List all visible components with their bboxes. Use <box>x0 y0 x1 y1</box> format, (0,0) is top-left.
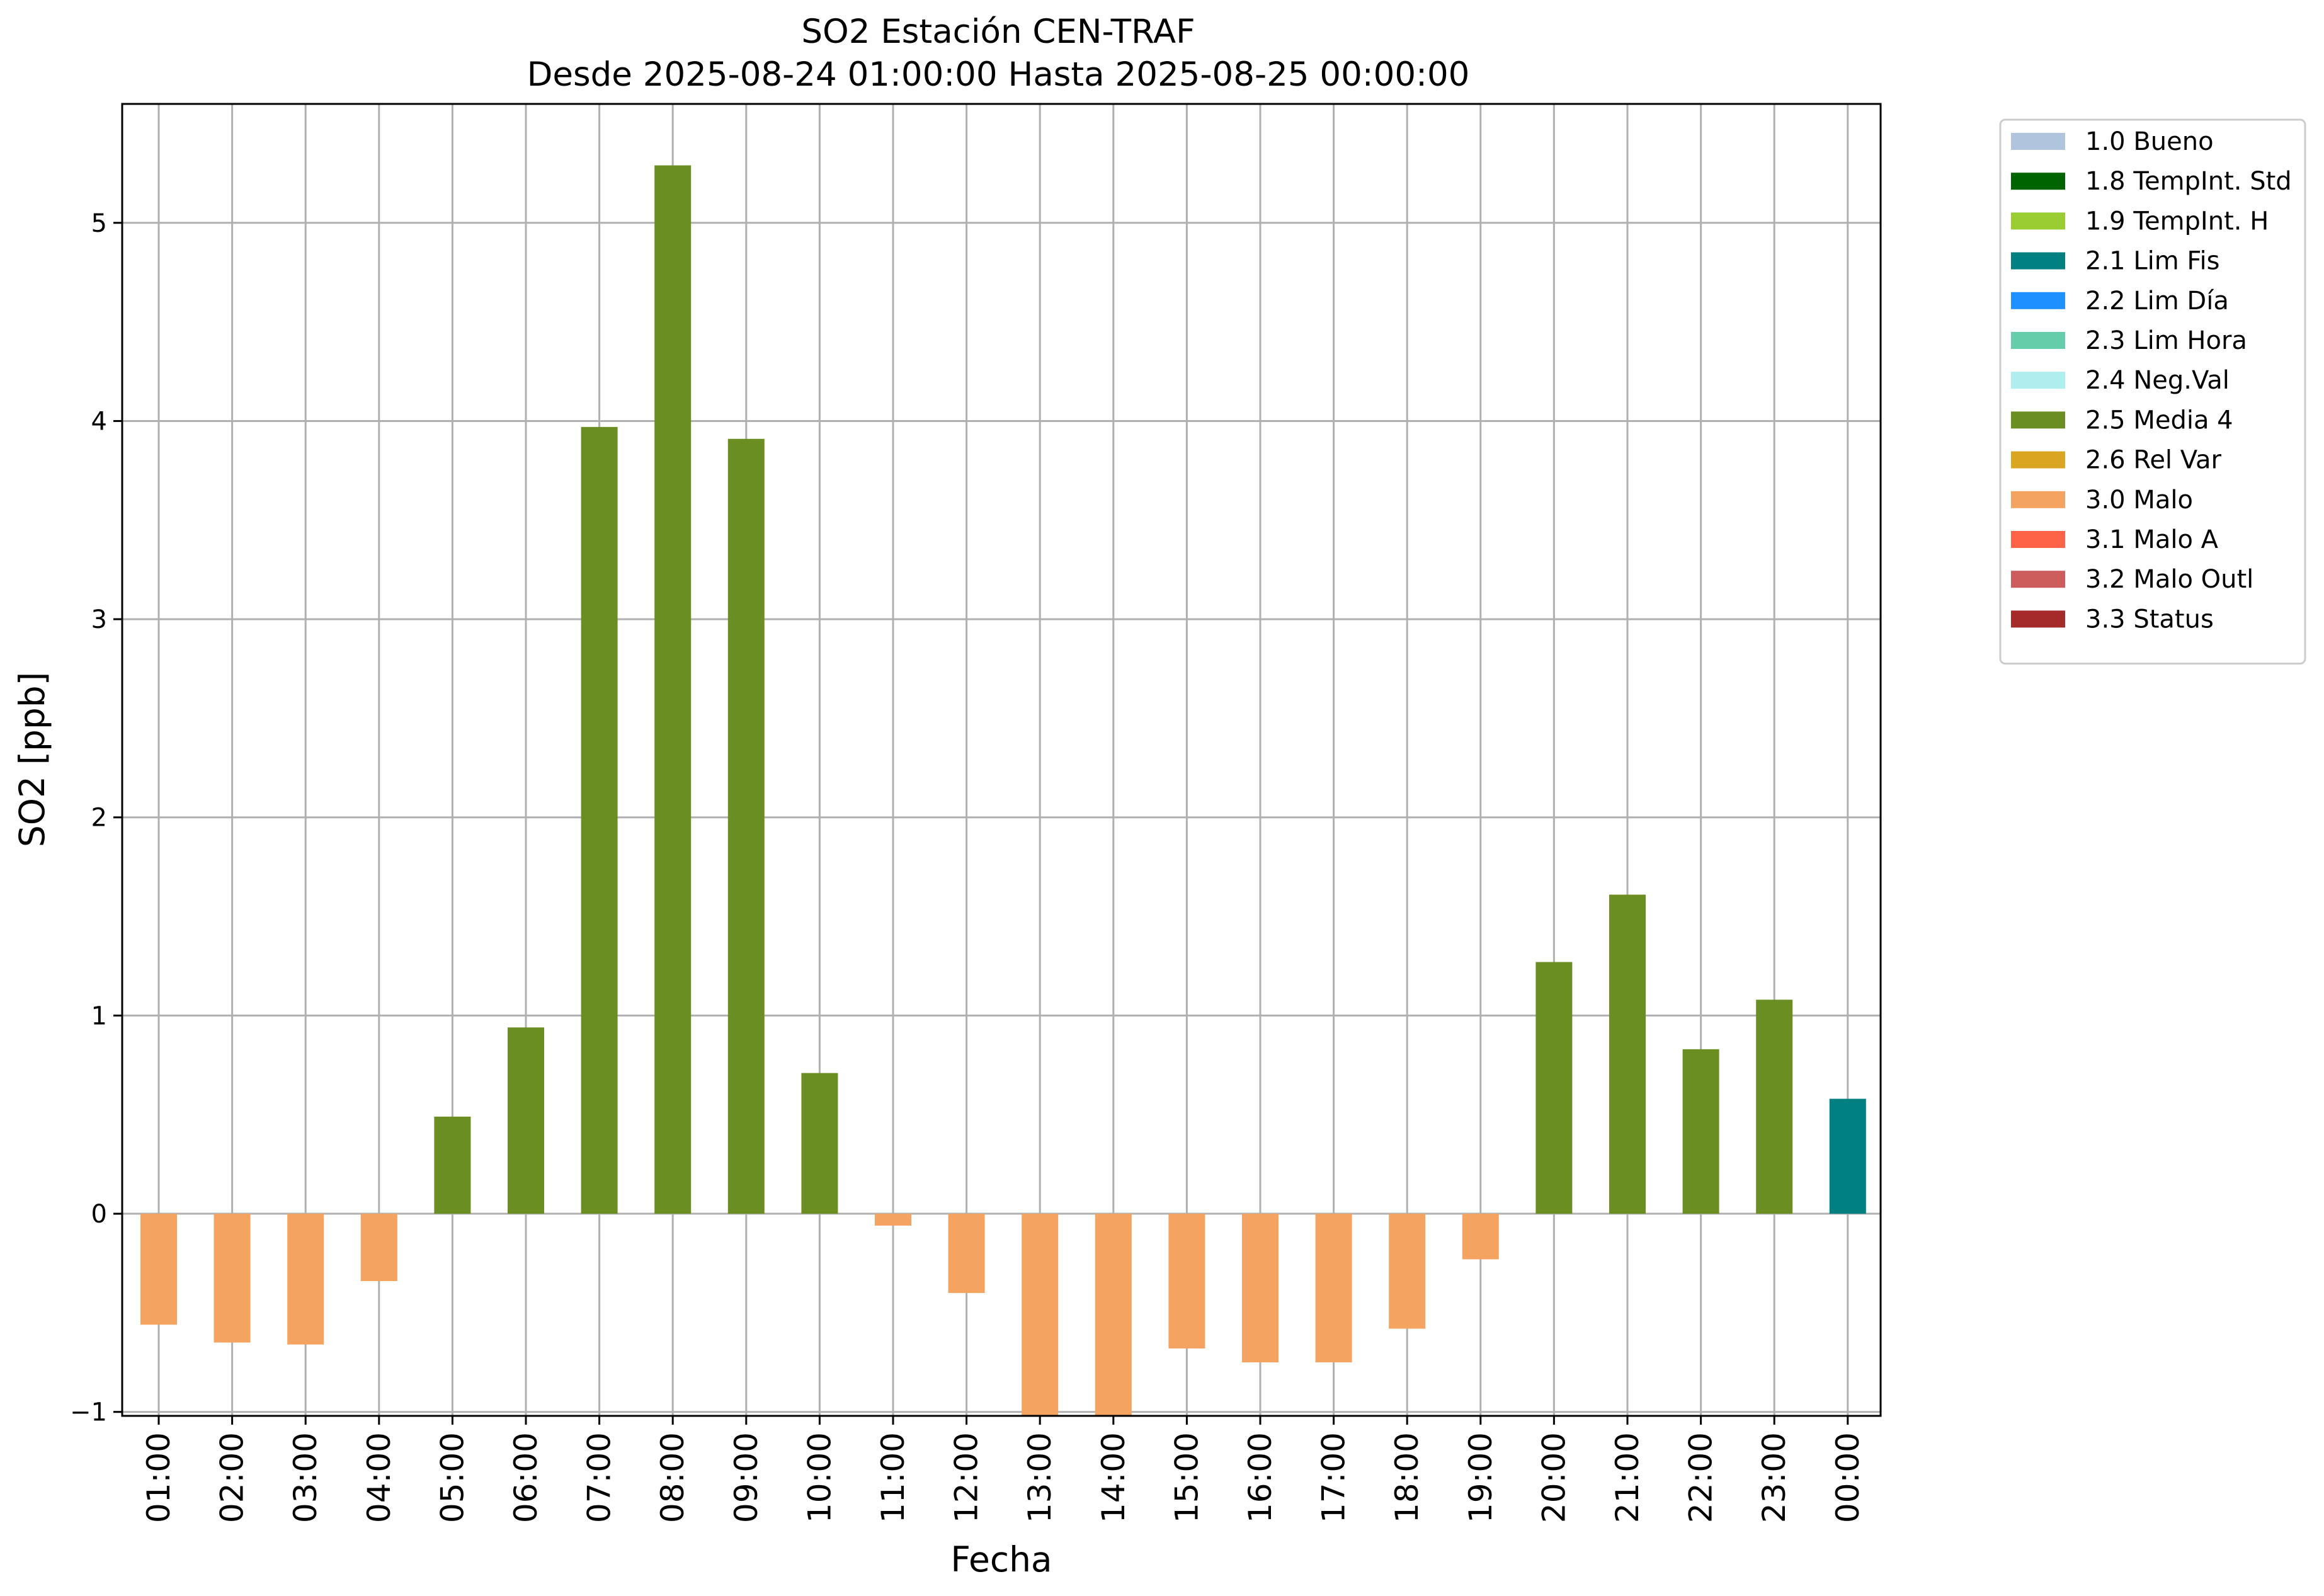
x-tick-label: 08:00 <box>654 1432 691 1523</box>
x-tick-label: 21:00 <box>1609 1432 1646 1523</box>
legend-label: 2.6 Rel Var <box>2085 446 2222 475</box>
bar-2300 <box>1756 1000 1793 1214</box>
bar-1000 <box>801 1073 838 1214</box>
bar-2000 <box>1535 962 1573 1214</box>
legend-label: 3.3 Status <box>2085 605 2214 634</box>
y-tick-label: 4 <box>91 407 107 436</box>
x-tick-label: 03:00 <box>287 1432 324 1523</box>
bar-1500 <box>1168 1214 1205 1349</box>
legend-swatch <box>2011 173 2065 190</box>
y-axis-label: SO2 [ppb] <box>12 672 52 847</box>
x-tick-label: 04:00 <box>361 1432 397 1523</box>
bar-0200 <box>214 1214 251 1343</box>
legend-label: 3.0 Malo <box>2085 486 2193 515</box>
y-tick-label: −1 <box>70 1398 107 1427</box>
x-tick-label: 16:00 <box>1242 1432 1279 1523</box>
legend-label: 2.3 Lim Hora <box>2085 326 2247 355</box>
x-tick-label: 02:00 <box>214 1432 251 1523</box>
bar-0500 <box>434 1116 471 1214</box>
legend-label: 3.2 Malo Outl <box>2085 565 2253 594</box>
legend-swatch <box>2011 610 2065 628</box>
x-tick-label: 13:00 <box>1022 1432 1058 1523</box>
legend-swatch <box>2011 531 2065 548</box>
x-tick-label: 06:00 <box>508 1432 544 1523</box>
x-tick-label: 12:00 <box>948 1432 985 1523</box>
legend-swatch <box>2011 372 2065 389</box>
bar-1400 <box>1095 1214 1132 1416</box>
legend-label: 1.0 Bueno <box>2085 127 2214 156</box>
y-tick-label: 3 <box>91 605 107 634</box>
legend-label: 2.1 Lim Fis <box>2085 247 2219 276</box>
bar-0700 <box>581 426 618 1214</box>
bar-1300 <box>1022 1214 1059 1416</box>
x-axis-ticks: 01:00 02:00 03:00 04:00 05:00 06:00 07:00 08:00… <box>140 1416 1866 1523</box>
y-tick-label: 1 <box>91 1001 107 1030</box>
x-tick-label: 11:00 <box>875 1432 911 1523</box>
chart-subtitle: Desde 2025-08-24 01:00:00 Hasta 2025-08-… <box>527 55 1470 94</box>
legend-swatch <box>2011 571 2065 588</box>
bar-1600 <box>1242 1214 1279 1363</box>
bar-0400 <box>360 1214 397 1282</box>
x-tick-label: 17:00 <box>1316 1432 1352 1523</box>
bar-1200 <box>948 1214 985 1293</box>
legend-swatch <box>2011 411 2065 429</box>
bar-1700 <box>1315 1214 1352 1363</box>
bar-0000 <box>1829 1098 1866 1214</box>
bar-1900 <box>1462 1214 1499 1260</box>
y-tick-label: 0 <box>91 1200 107 1229</box>
legend-label: 2.2 Lim Día <box>2085 287 2229 316</box>
plot-area-frame <box>121 103 1882 1417</box>
x-tick-label: 00:00 <box>1830 1432 1866 1523</box>
legend-label: 2.4 Neg.Val <box>2085 366 2230 395</box>
legend-swatch <box>2011 292 2065 309</box>
bar-0600 <box>508 1027 544 1214</box>
y-axis-ticks: −1 0 1 2 3 4 5 <box>70 209 122 1427</box>
bar-0100 <box>140 1214 177 1325</box>
legend-swatch <box>2011 212 2065 230</box>
legend-swatch <box>2011 491 2065 508</box>
bar-0300 <box>287 1214 324 1345</box>
legend-swatch <box>2011 451 2065 469</box>
legend-swatch <box>2011 252 2065 270</box>
x-tick-label: 22:00 <box>1683 1432 1719 1523</box>
legend-label: 2.5 Media 4 <box>2085 406 2233 435</box>
x-tick-label: 14:00 <box>1095 1432 1132 1523</box>
legend-label: 1.8 TempInt. Std <box>2085 167 2292 196</box>
x-tick-label: 09:00 <box>728 1432 765 1523</box>
legend-label: 3.1 Malo A <box>2085 525 2219 554</box>
chart-title: SO2 Estación CEN-TRAF <box>801 13 1195 51</box>
bars <box>140 165 1866 1416</box>
x-tick-label: 19:00 <box>1462 1432 1499 1523</box>
y-tick-label: 2 <box>91 804 107 833</box>
x-tick-label: 18:00 <box>1389 1432 1425 1523</box>
y-tick-label: 5 <box>91 209 107 238</box>
bar-0800 <box>654 165 692 1214</box>
bar-1800 <box>1389 1214 1426 1329</box>
x-tick-label: 23:00 <box>1756 1432 1792 1523</box>
legend: 1.0 Bueno 1.8 TempInt. Std 1.9 TempInt. H 2… <box>1999 118 2306 665</box>
bar-1100 <box>875 1214 911 1226</box>
legend-frame <box>1999 118 2306 665</box>
legend-swatch <box>2011 332 2065 349</box>
x-tick-label: 20:00 <box>1535 1432 1572 1523</box>
x-axis-label: Fecha <box>950 1539 1052 1580</box>
x-tick-label: 05:00 <box>434 1432 470 1523</box>
x-tick-label: 15:00 <box>1168 1432 1205 1523</box>
x-tick-label: 01:00 <box>140 1432 177 1523</box>
legend-swatch <box>2011 133 2065 150</box>
bar-2100 <box>1609 894 1646 1214</box>
legend-label: 1.9 TempInt. H <box>2085 207 2269 236</box>
x-tick-label: 10:00 <box>801 1432 838 1523</box>
bar-2200 <box>1682 1049 1719 1214</box>
bar-0900 <box>727 438 765 1214</box>
x-tick-label: 07:00 <box>581 1432 618 1523</box>
